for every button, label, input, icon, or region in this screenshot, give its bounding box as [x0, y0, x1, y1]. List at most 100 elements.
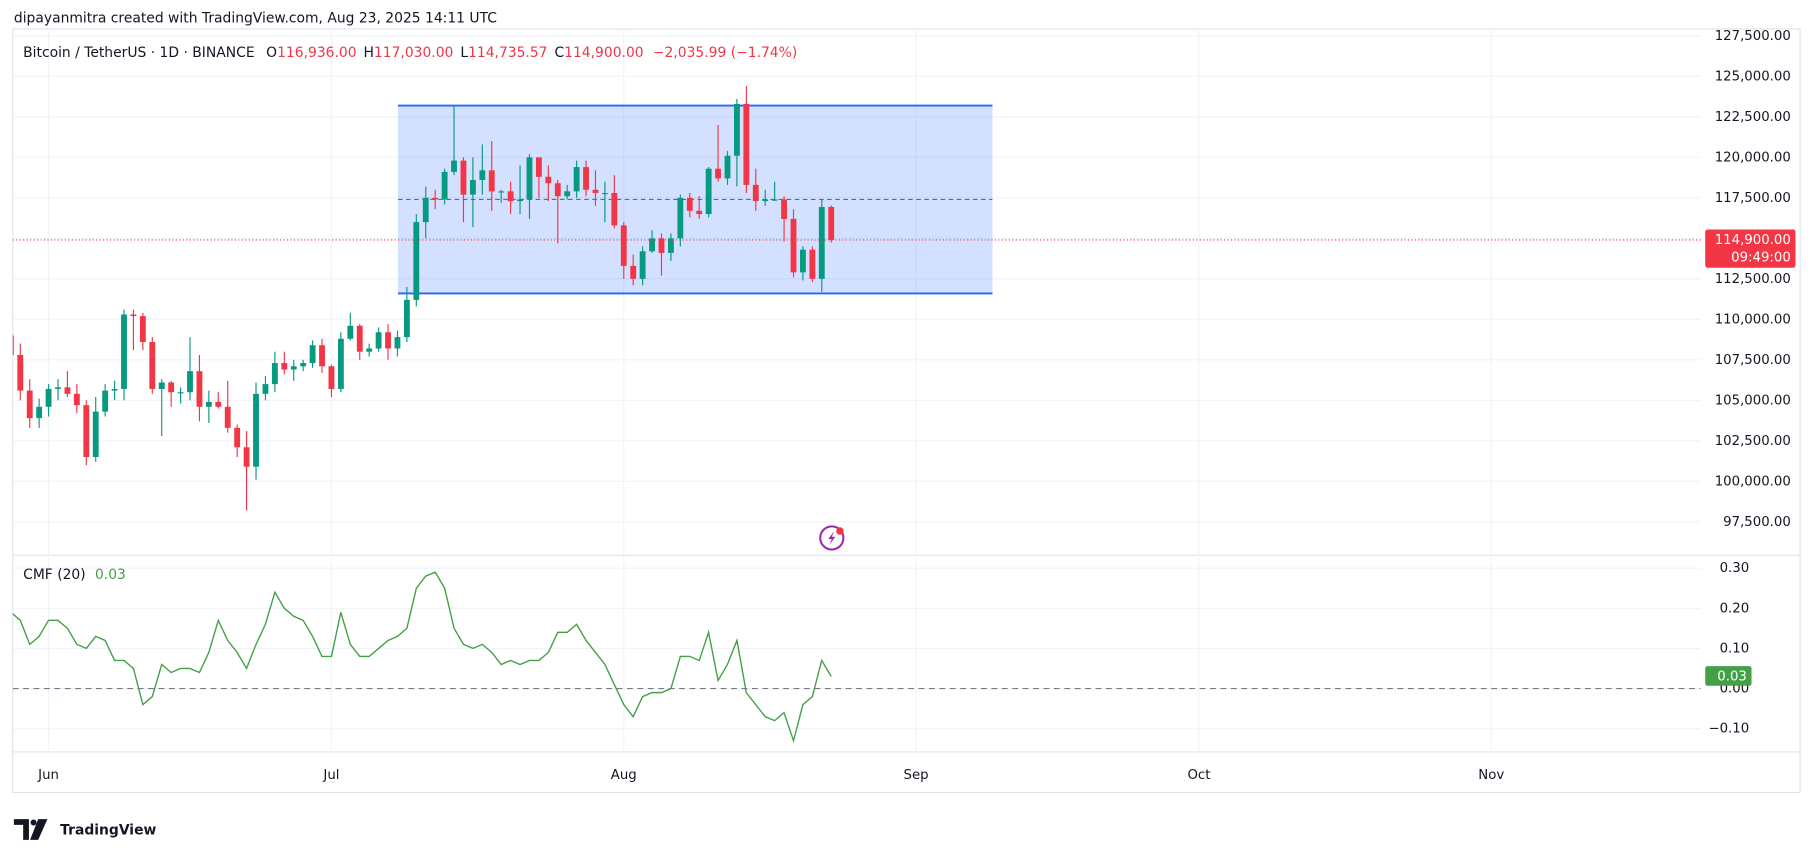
candle-body — [535, 157, 542, 177]
y-tick-label: 102,500.00 — [1715, 434, 1791, 449]
y-tick-label: 105,000.00 — [1715, 393, 1791, 408]
candle-body — [724, 155, 731, 179]
candle-body — [243, 447, 250, 467]
chart-frame — [12, 28, 1801, 794]
candle-body — [337, 338, 344, 389]
candle-body — [26, 390, 33, 419]
candle-body — [469, 180, 476, 195]
ohlc-value: 116,936.00 — [277, 45, 356, 61]
y-tick-label: 112,500.00 — [1715, 272, 1791, 287]
candle-body — [762, 199, 769, 202]
candle-body — [809, 249, 816, 279]
candle-body — [17, 354, 24, 391]
y-tick-label: 97,500.00 — [1723, 515, 1791, 530]
candle-body — [564, 191, 571, 197]
candle-body — [705, 168, 712, 215]
logo-icon — [13, 819, 48, 840]
candle-body — [422, 197, 429, 223]
candle-body — [271, 363, 278, 385]
candle-body — [281, 363, 288, 370]
candle-body — [234, 427, 241, 448]
candle-body — [290, 366, 297, 370]
candle-body — [526, 157, 533, 200]
indicator-pane — [12, 571, 1701, 744]
x-tick-label: Nov — [1478, 768, 1504, 783]
candle-body — [715, 168, 721, 179]
candle-body — [771, 199, 778, 201]
candle-body — [413, 222, 420, 300]
candle-body — [790, 218, 797, 273]
alert-icon[interactable] — [819, 525, 845, 551]
candle-body — [196, 371, 203, 407]
ohlc-prefix: H — [364, 45, 374, 61]
indicator-badge — [1705, 666, 1752, 686]
candle-body — [620, 225, 627, 266]
candle-body — [102, 390, 109, 412]
indicator-legend: CMF (20) 0.03 — [23, 567, 126, 583]
y-tick-label: 122,500.00 — [1715, 110, 1791, 125]
candle-body — [545, 176, 552, 184]
indicator-line — [12, 571, 832, 744]
candle-body — [818, 206, 825, 279]
candle-body — [573, 167, 580, 192]
x-tick-label: Sep — [904, 768, 929, 783]
candle-body — [83, 405, 90, 457]
indicator-badge-label: 0.03 — [1717, 670, 1747, 685]
candle-body — [187, 371, 193, 393]
candle-body — [479, 170, 486, 181]
candle-body — [215, 401, 222, 407]
candle-body — [743, 103, 750, 185]
candle-body — [168, 382, 175, 393]
candle-body — [253, 393, 259, 467]
candle-body — [630, 265, 637, 279]
candle-body — [507, 191, 514, 202]
candle-body — [639, 251, 646, 279]
candle-body — [92, 411, 99, 457]
indicator-tick-label: 0.10 — [1720, 641, 1750, 656]
ohlc-legend: Bitcoin / TetherUS · 1D · BINANCE O116,93… — [23, 45, 797, 61]
price-pane — [12, 86, 1701, 511]
ohlc-prefix: L — [460, 45, 468, 61]
candle-body — [111, 388, 118, 391]
candle-body — [601, 192, 608, 195]
indicator-tick-label: 0.30 — [1720, 561, 1750, 576]
candle-body — [36, 406, 43, 419]
candle-body — [667, 238, 674, 253]
ohlc-value: 114,735.57 — [468, 45, 547, 61]
candle-body — [300, 363, 307, 367]
candle-body — [375, 332, 382, 349]
y-tick-label: 100,000.00 — [1715, 474, 1791, 489]
symbol: Bitcoin / TetherUS · 1D · BINANCE — [23, 45, 254, 61]
candle-body — [677, 197, 684, 239]
change: −2,035.99 (−1.74%) — [653, 45, 797, 61]
ohlc-prefix: C — [554, 45, 564, 61]
logo-text: TradingView — [60, 823, 156, 839]
ohlc-prefix: O — [266, 45, 277, 61]
y-tick-label: 125,000.00 — [1715, 69, 1791, 84]
candle-body — [121, 314, 127, 389]
last-price-badge — [1705, 229, 1796, 268]
x-tick-label: Jul — [322, 768, 339, 783]
candle-body — [224, 406, 231, 428]
last-price-label: 114,900.00 — [1715, 233, 1791, 248]
candle-body — [554, 183, 561, 197]
candle-body — [319, 345, 325, 367]
candle-body — [649, 238, 655, 252]
ohlc-value: 117,030.00 — [374, 45, 453, 61]
candle-body — [451, 160, 457, 172]
candle-body — [800, 249, 806, 273]
candle-body — [45, 388, 52, 407]
candle-body — [828, 206, 835, 240]
candle-body — [488, 170, 495, 192]
candle-body — [347, 325, 354, 339]
indicator-value: 0.03 — [95, 567, 126, 583]
y-tick-label: 117,500.00 — [1715, 191, 1791, 206]
indicator-tick-label: −0.10 — [1708, 722, 1749, 737]
y-tick-label: 107,500.00 — [1715, 353, 1791, 368]
x-tick-label: Jun — [37, 768, 59, 783]
x-tick-label: Aug — [611, 768, 637, 783]
candle-body — [64, 387, 71, 394]
candle-body — [328, 366, 335, 389]
